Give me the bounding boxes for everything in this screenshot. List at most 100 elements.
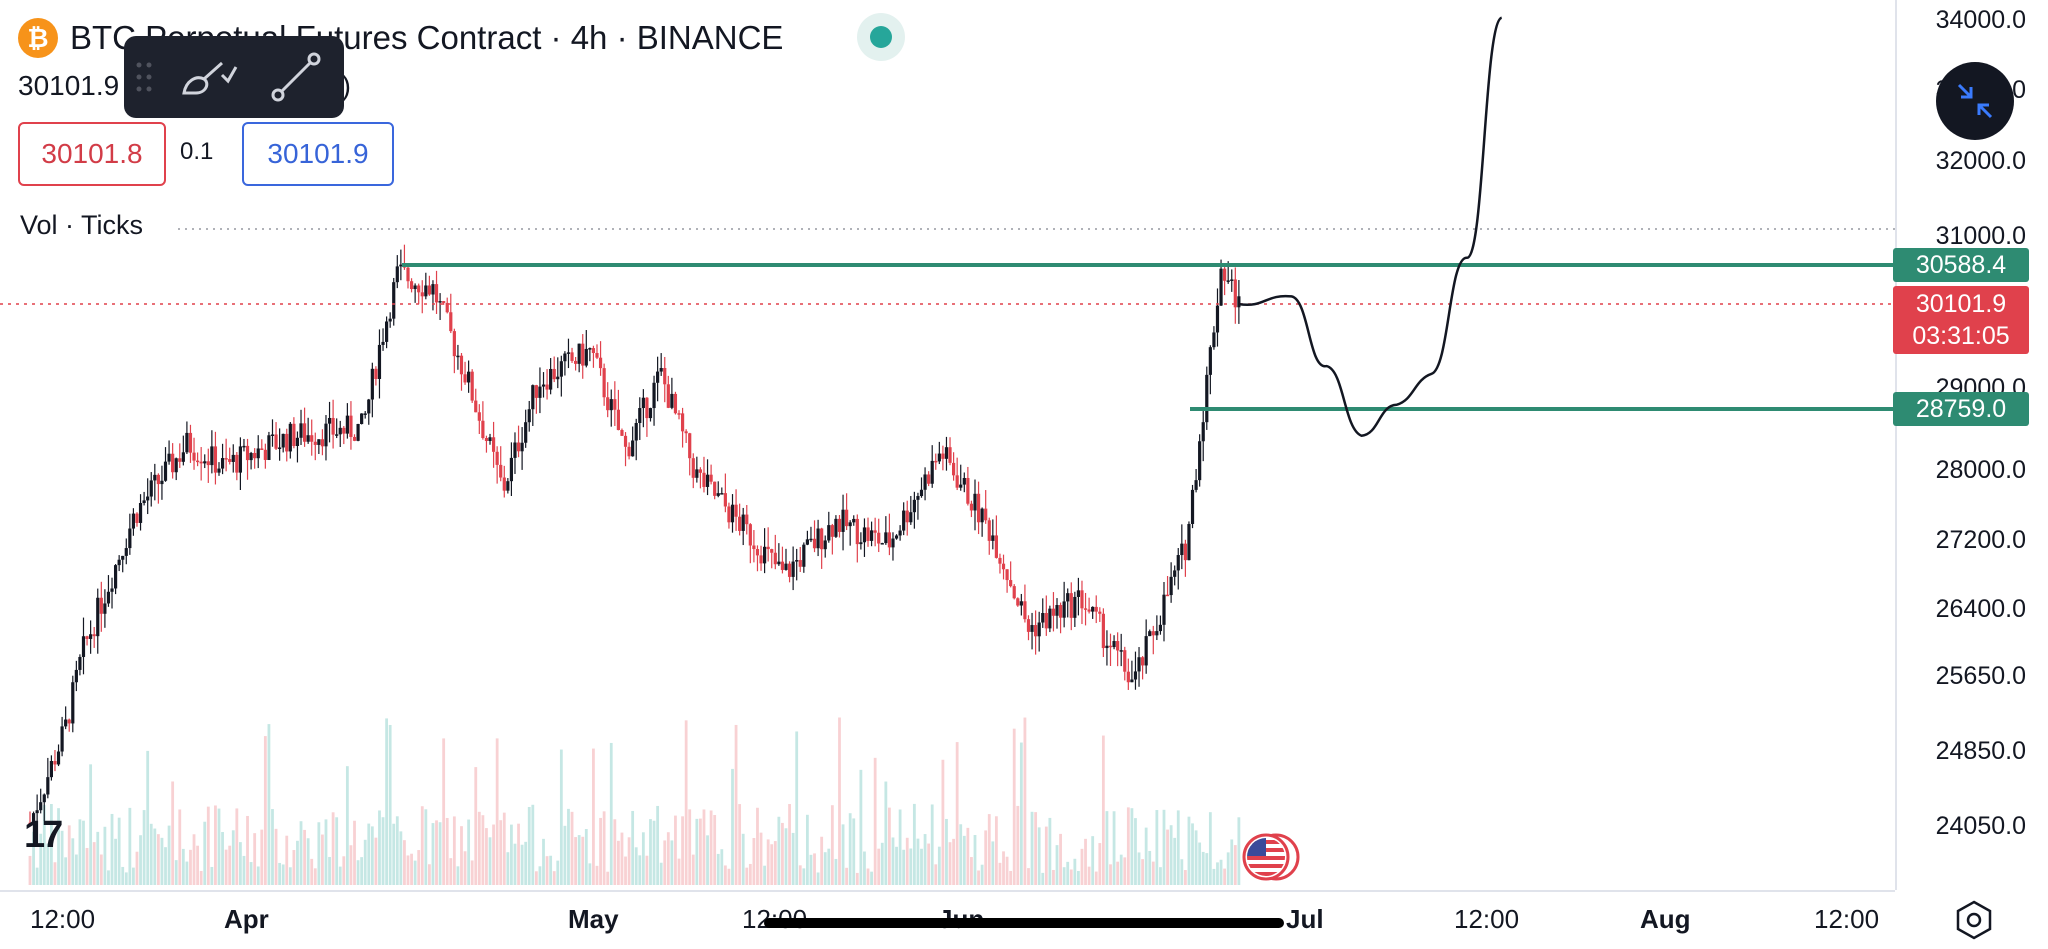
- volume-bar: [980, 864, 984, 885]
- candle-body: [142, 500, 146, 504]
- candle-body: [470, 371, 474, 401]
- volume-bar: [859, 769, 863, 885]
- buy-button[interactable]: 30101.9: [242, 122, 394, 186]
- candle-body: [591, 348, 596, 354]
- price-tick: 28000.0: [1935, 456, 2026, 484]
- volume-bar: [1123, 857, 1127, 885]
- sell-button[interactable]: 30101.8: [18, 122, 166, 186]
- volume-bar: [973, 835, 977, 885]
- candle-body: [185, 432, 189, 453]
- volume-bar: [274, 828, 278, 885]
- volume-bar: [1194, 830, 1198, 885]
- candle-body: [74, 669, 78, 683]
- volume-bar: [920, 848, 923, 885]
- volume-bar: [1112, 811, 1116, 885]
- candle-body: [459, 355, 464, 375]
- volume-bar: [153, 828, 157, 885]
- candle-body: [616, 409, 620, 431]
- volume-bar: [609, 742, 613, 885]
- candle-body: [278, 447, 282, 449]
- volume-bar: [827, 848, 831, 885]
- drawing-toolbar[interactable]: [124, 36, 344, 118]
- candle-body: [245, 445, 250, 461]
- upper-level-tag[interactable]: 30588.4: [1893, 248, 2029, 282]
- volume-bar: [802, 868, 806, 885]
- volume-bar: [684, 720, 688, 885]
- candle-body: [128, 528, 132, 549]
- volume-bar: [1027, 868, 1030, 885]
- trend-line-icon[interactable]: [252, 36, 340, 118]
- market-status-indicator[interactable]: [857, 13, 905, 61]
- volume-bar: [149, 823, 153, 885]
- candle-body: [310, 435, 314, 442]
- volume-bar: [1012, 728, 1016, 885]
- candle-body: [827, 525, 831, 541]
- volume-bar: [35, 867, 39, 885]
- volume-bar: [299, 821, 303, 885]
- candle-body: [1126, 671, 1130, 683]
- candle-body: [1237, 296, 1241, 308]
- candle-body: [406, 267, 410, 282]
- volume-bar: [770, 844, 774, 885]
- collapse-icon[interactable]: [1936, 62, 2014, 140]
- volume-bar: [788, 804, 791, 885]
- candle-body: [873, 530, 877, 533]
- volume-bar: [606, 871, 610, 885]
- volume-bar: [592, 748, 595, 885]
- volume-bar: [121, 866, 125, 885]
- candle-body: [213, 446, 218, 473]
- volume-bar: [288, 867, 292, 885]
- candle-body: [317, 439, 321, 445]
- volume-bar: [342, 856, 346, 885]
- volume-bar: [1198, 842, 1202, 885]
- candle-body: [121, 555, 125, 560]
- volume-bar: [930, 804, 934, 885]
- candle-body: [1148, 631, 1152, 637]
- volume-bar: [1069, 869, 1073, 885]
- candle-body: [1101, 613, 1105, 649]
- candle-body: [367, 399, 371, 414]
- candle-body: [281, 433, 285, 448]
- volume-bar: [1091, 836, 1095, 885]
- volume-bar: [741, 833, 745, 885]
- candle-body: [331, 417, 335, 435]
- volume-bar: [395, 816, 399, 885]
- candle-body: [541, 384, 546, 387]
- drag-handle-icon[interactable]: [124, 36, 164, 118]
- candle-body: [973, 493, 977, 511]
- volume-bar: [1073, 858, 1077, 885]
- candle-body: [395, 266, 399, 283]
- price-chart[interactable]: [0, 0, 1895, 890]
- tradingview-logo[interactable]: 17: [24, 814, 63, 856]
- candle-body: [991, 535, 995, 541]
- current-price-tag[interactable]: 30101.9 03:31:05: [1893, 286, 2029, 354]
- volume-bar: [78, 819, 82, 885]
- candle-body: [363, 413, 367, 415]
- candle-body: [409, 281, 414, 290]
- volume-indicator-label[interactable]: Vol · Ticks: [20, 210, 144, 240]
- volume-bar: [545, 856, 549, 885]
- candle-body: [713, 481, 717, 496]
- candle-body: [381, 341, 385, 345]
- brush-icon[interactable]: [164, 36, 252, 118]
- candle-body: [934, 460, 938, 463]
- candle-body: [659, 368, 663, 372]
- volume-bar: [838, 717, 841, 885]
- candle-body: [531, 385, 535, 410]
- candle-body: [1155, 631, 1159, 636]
- us-flag-event-icon[interactable]: [1240, 830, 1300, 884]
- volume-bar: [563, 825, 567, 885]
- volume-bar: [1005, 856, 1009, 885]
- settings-icon[interactable]: [1952, 898, 1996, 942]
- volume-bar: [1187, 816, 1191, 885]
- volume-bar: [688, 809, 692, 885]
- volume-bar: [410, 853, 413, 885]
- candle-body: [292, 423, 296, 446]
- candle-body: [1091, 606, 1095, 612]
- candle-body: [1048, 608, 1052, 629]
- volume-bar: [324, 819, 328, 885]
- lower-level-tag[interactable]: 28759.0: [1893, 392, 2029, 426]
- candle-body: [912, 499, 916, 513]
- volume-bar: [613, 819, 617, 885]
- forecast-brush-drawing[interactable]: [1238, 16, 1503, 437]
